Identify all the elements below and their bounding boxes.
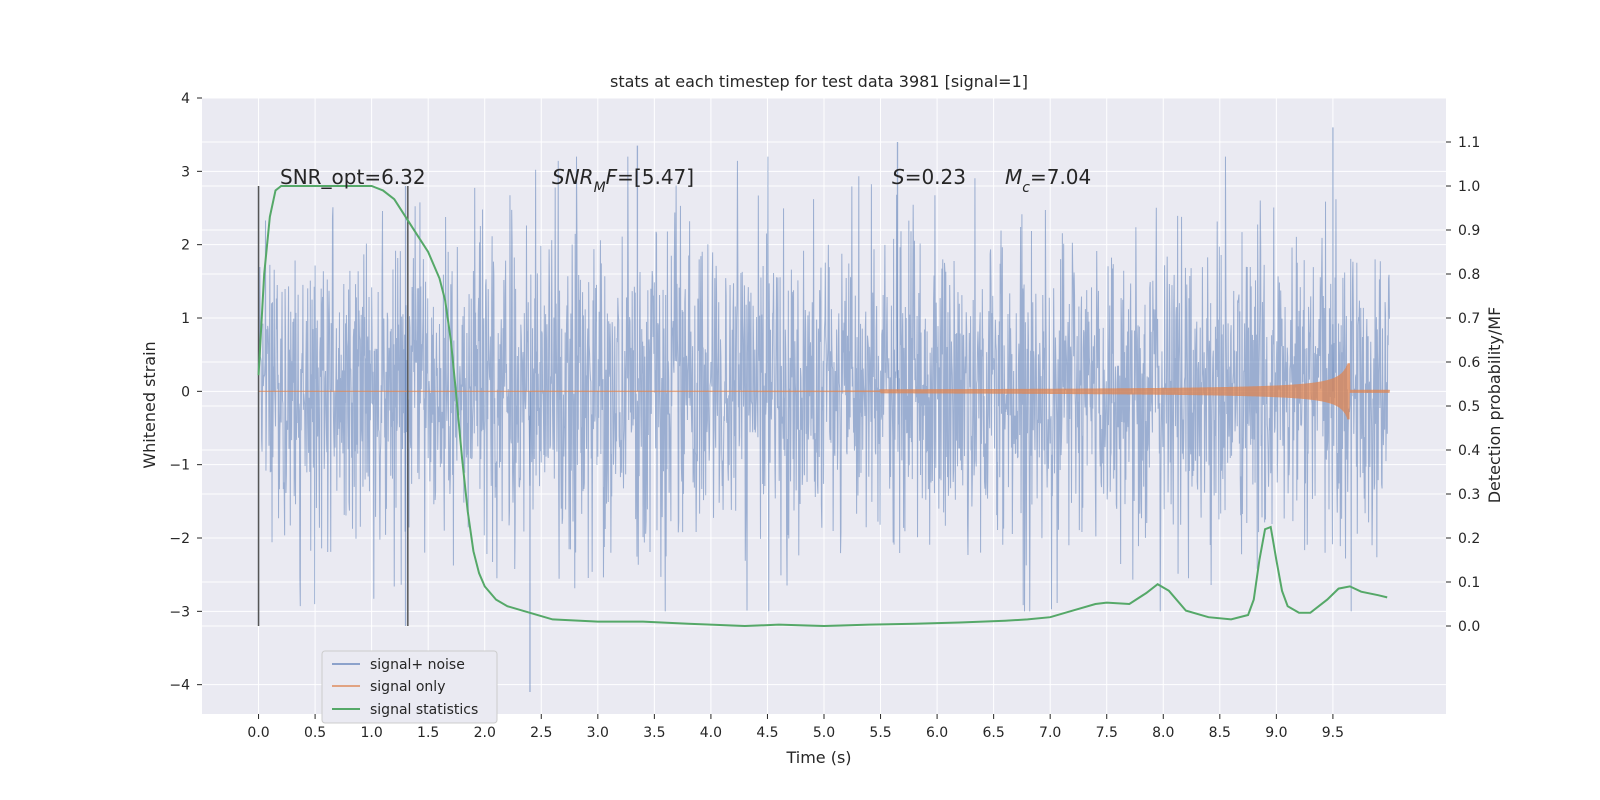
y-left-tick-label: 1 xyxy=(181,311,190,327)
x-axis-ticks: 0.0 0.5 1.0 1.5 2.0 2.5 3.0 3.5 4.0 4.5 5.0 5.5 6.0 6… xyxy=(247,714,1344,741)
x-tick-label: 1.5 xyxy=(417,725,439,741)
x-tick-label: 6.0 xyxy=(926,725,948,741)
x-axis-title: Time (s) xyxy=(785,748,851,767)
signal-only-line xyxy=(258,363,1390,420)
y-left-axis-ticks: −4 −3 −2 −1 0 1 2 3 4 xyxy=(169,91,202,694)
legend-label-signal-statistics: signal statistics xyxy=(370,702,478,718)
y-left-tick-label: −4 xyxy=(169,678,190,694)
y-right-tick-label: 0.1 xyxy=(1458,575,1480,591)
y-right-tick-label: 0.6 xyxy=(1458,355,1480,371)
signal-plus-noise-line xyxy=(258,156,1390,612)
annotation-snr-opt: SNR_opt=6.32 xyxy=(280,165,426,189)
series-signal-only xyxy=(258,363,1390,420)
x-tick-label: 4.5 xyxy=(756,725,778,741)
y-right-tick-label: 0.2 xyxy=(1458,531,1480,547)
x-tick-label: 0.5 xyxy=(304,725,326,741)
chart-title: stats at each timestep for test data 398… xyxy=(610,72,1028,91)
x-tick-label: 7.0 xyxy=(1039,725,1061,741)
x-tick-label: 8.5 xyxy=(1209,725,1231,741)
y-left-tick-label: 4 xyxy=(181,91,190,107)
legend-label-signal-only: signal only xyxy=(370,679,445,695)
annotation-mc: Mc=7.04 xyxy=(1005,165,1091,196)
y-right-tick-label: 0.3 xyxy=(1458,487,1480,503)
x-tick-label: 1.0 xyxy=(361,725,383,741)
x-tick-label: 9.0 xyxy=(1265,725,1287,741)
y-right-tick-label: 0.0 xyxy=(1458,619,1480,635)
y-right-tick-label: 0.8 xyxy=(1458,267,1480,283)
y-left-tick-label: 0 xyxy=(181,384,190,400)
y-right-tick-label: 0.4 xyxy=(1458,443,1480,459)
x-tick-label: 6.5 xyxy=(983,725,1005,741)
y-right-tick-label: 0.7 xyxy=(1458,311,1480,327)
y-right-axis-ticks: 0.0 0.1 0.2 0.3 0.4 0.5 0.6 0.7 0.8 0.9 1.0 1.1 xyxy=(1446,135,1480,635)
y-right-tick-label: 0.5 xyxy=(1458,399,1480,415)
y-left-tick-label: −3 xyxy=(169,604,190,620)
y-right-tick-label: 0.9 xyxy=(1458,223,1480,239)
x-tick-label: 2.5 xyxy=(530,725,552,741)
y-right-tick-label: 1.1 xyxy=(1458,135,1480,151)
legend-box xyxy=(321,650,498,724)
x-tick-label: 3.0 xyxy=(587,725,609,741)
y-left-tick-label: −1 xyxy=(169,458,190,474)
y-right-tick-label: 1.0 xyxy=(1458,179,1480,195)
y-left-tick-label: 3 xyxy=(181,164,190,180)
annotation-s: S=0.23 xyxy=(892,165,966,189)
legend: signal+ noise signal only signal statist… xyxy=(321,650,498,724)
y-left-tick-label: −2 xyxy=(169,531,190,547)
x-tick-label: 8.0 xyxy=(1152,725,1174,741)
x-tick-label: 3.5 xyxy=(643,725,665,741)
series-signal-statistics xyxy=(257,185,1388,628)
annotation-snr-mf: SNRMF=[5.47] xyxy=(552,165,694,196)
x-tick-label: 7.5 xyxy=(1096,725,1118,741)
y-right-axis-title: Detection probability/MF xyxy=(1485,307,1504,504)
signal-statistics-line xyxy=(257,185,1388,628)
legend-label-signal-plus-noise: signal+ noise xyxy=(370,657,465,673)
x-tick-label: 0.0 xyxy=(247,725,269,741)
x-tick-label: 4.0 xyxy=(700,725,722,741)
annotations: SNR_opt=6.32 SNRMF=[5.47] S=0.23 Mc=7.04 xyxy=(280,165,1091,196)
y-left-tick-label: 2 xyxy=(181,238,190,254)
x-tick-label: 5.0 xyxy=(813,725,835,741)
vertical-markers xyxy=(257,186,409,626)
x-tick-label: 9.5 xyxy=(1322,725,1344,741)
y-left-axis-title: Whitened strain xyxy=(140,341,159,468)
x-tick-label: 5.5 xyxy=(869,725,891,741)
x-tick-label: 2.0 xyxy=(474,725,496,741)
